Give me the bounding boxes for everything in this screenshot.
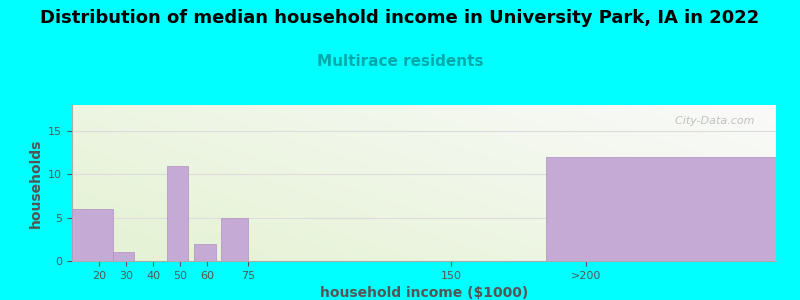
Bar bbox=[221, 218, 248, 261]
Bar bbox=[166, 166, 189, 261]
X-axis label: household income ($1000): household income ($1000) bbox=[320, 286, 528, 300]
Text: Multirace residents: Multirace residents bbox=[317, 54, 483, 69]
Y-axis label: households: households bbox=[29, 138, 42, 228]
Bar bbox=[72, 209, 113, 261]
Text: City-Data.com: City-Data.com bbox=[668, 116, 755, 126]
Bar bbox=[113, 252, 134, 261]
Bar bbox=[546, 157, 776, 261]
Text: Distribution of median household income in University Park, IA in 2022: Distribution of median household income … bbox=[40, 9, 760, 27]
Bar bbox=[194, 244, 215, 261]
